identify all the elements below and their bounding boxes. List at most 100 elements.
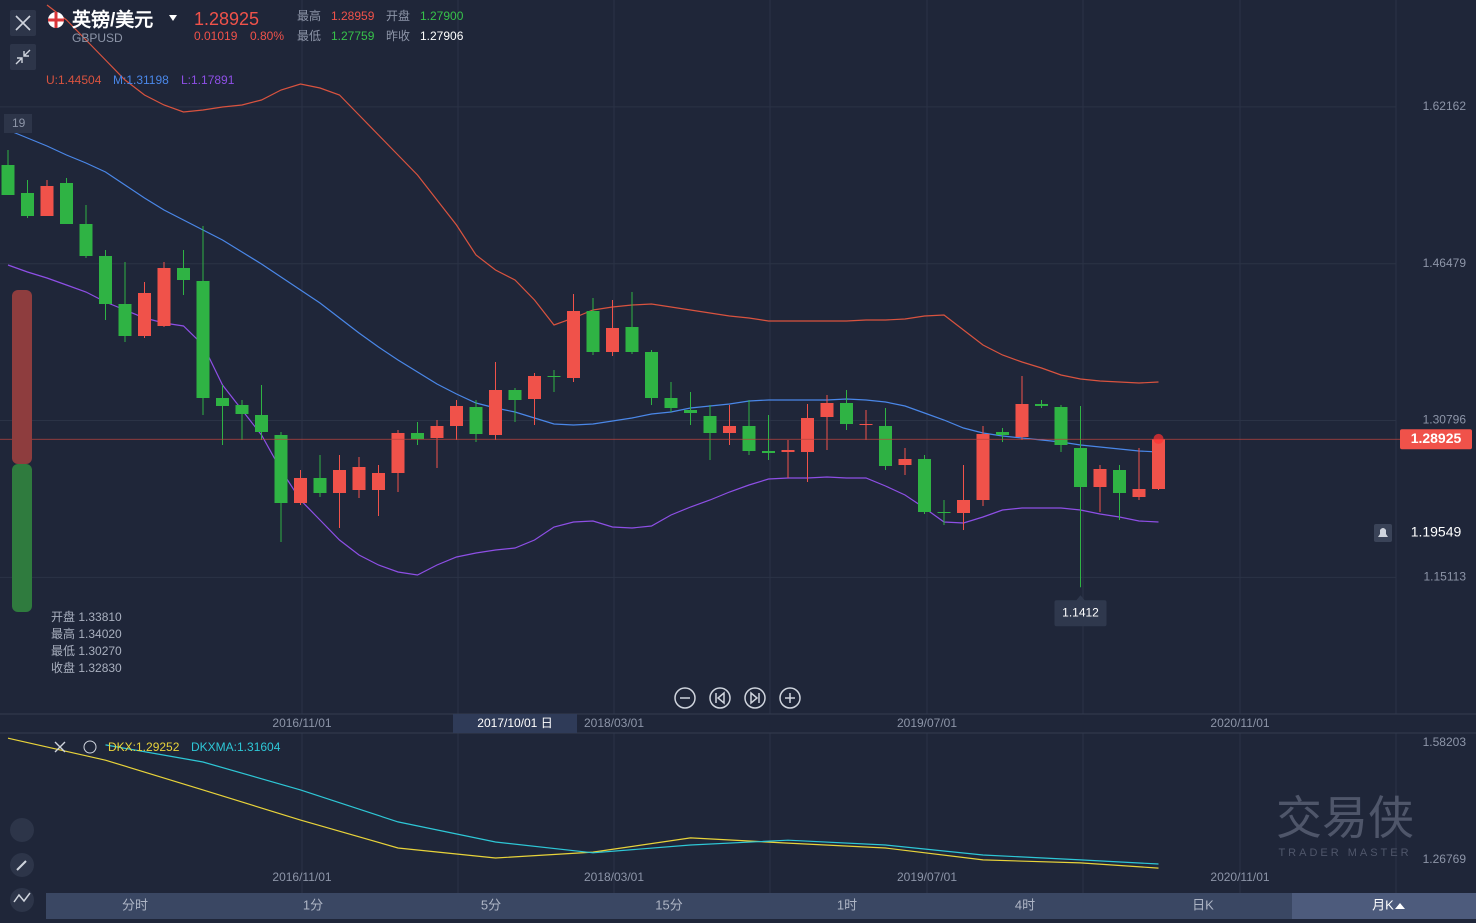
candle-body bbox=[196, 281, 210, 398]
shrink-icon bbox=[15, 49, 31, 65]
side-tag-box bbox=[4, 114, 32, 133]
change-pct: 0.80% bbox=[250, 29, 284, 43]
flag-cross bbox=[48, 12, 64, 28]
indicator-close[interactable] bbox=[54, 741, 66, 753]
dropdown-arrow[interactable] bbox=[169, 15, 177, 21]
timeframe-tab[interactable]: 1时 bbox=[837, 897, 857, 912]
candle-body bbox=[157, 268, 171, 326]
candle-body bbox=[703, 416, 717, 433]
grid bbox=[0, 0, 1397, 893]
y-tick-label: 1.62162 bbox=[1423, 99, 1467, 113]
timeframe-tab[interactable]: 分时 bbox=[122, 897, 148, 912]
change: 0.01019 bbox=[194, 29, 238, 43]
shrink-button[interactable] bbox=[10, 44, 36, 70]
candle-body bbox=[489, 390, 502, 435]
active-timeframe bbox=[1292, 893, 1476, 919]
y-tick-label: 1.26769 bbox=[1423, 852, 1467, 866]
candle-body bbox=[1015, 404, 1029, 437]
indicator-legend: U:1.44504 bbox=[46, 73, 102, 87]
sentiment-down bbox=[12, 464, 32, 612]
candle-body bbox=[235, 405, 249, 414]
close-icon bbox=[15, 15, 31, 31]
icon bbox=[750, 691, 760, 705]
timeframes: 分时 1分 5分 15分 1时 4时 日K 月K bbox=[122, 897, 1405, 912]
tab-arrow bbox=[1395, 903, 1405, 909]
indicator-legend: DKX:1.29252 bbox=[108, 740, 180, 754]
candle-body bbox=[99, 256, 112, 304]
symbol-name: 英镑/美元 bbox=[72, 8, 153, 31]
side-tag: 19 bbox=[12, 116, 26, 130]
candle-body bbox=[1093, 469, 1107, 487]
indicator-settings[interactable] bbox=[83, 740, 97, 754]
candle-body bbox=[840, 403, 853, 424]
candle-body bbox=[567, 311, 580, 378]
candle-body bbox=[333, 470, 346, 493]
tool-button[interactable] bbox=[10, 818, 34, 842]
x-label: 2016/11/01 bbox=[272, 870, 331, 884]
plot bbox=[0, 4, 1400, 869]
info-line: 开盘 1.33810 bbox=[51, 609, 122, 624]
timeframe-tab[interactable]: 1分 bbox=[303, 897, 323, 912]
timeframe-tab[interactable]: 5分 bbox=[481, 897, 501, 912]
timeframe-tab[interactable]: 日K bbox=[1192, 897, 1214, 912]
indicator-legend: L:1.17891 bbox=[181, 73, 235, 87]
tool-button[interactable] bbox=[10, 888, 34, 912]
crosshair-date: 2017/10/01 日 bbox=[477, 716, 552, 730]
candle-body bbox=[216, 398, 229, 406]
x-label: 2016/11/01 bbox=[272, 716, 331, 730]
candle-body bbox=[801, 418, 814, 452]
zoom-in[interactable] bbox=[779, 687, 801, 709]
candle-body bbox=[781, 450, 795, 452]
indicator-line bbox=[105, 744, 1159, 865]
info-line: 最低 1.30270 bbox=[51, 644, 122, 658]
candle-body bbox=[372, 473, 385, 490]
bell-icon bbox=[1378, 528, 1388, 538]
ui: 英镑/美元 GBPUSD 1.28925 0.01019 0.80% 最高 1.… bbox=[0, 8, 1476, 919]
zoom-controls bbox=[674, 687, 801, 709]
timeframe-tab[interactable]: 月K bbox=[1372, 897, 1394, 912]
candle-body bbox=[606, 328, 619, 352]
candle-body bbox=[684, 410, 697, 413]
candle-body bbox=[274, 435, 288, 503]
indicator-legend: DKXMA:1.31604 bbox=[191, 740, 281, 754]
timeframe-tab[interactable]: 15分 bbox=[655, 897, 682, 912]
candle-body bbox=[118, 304, 132, 336]
candle-body bbox=[547, 376, 561, 377]
indicator-line bbox=[7, 129, 1159, 453]
stat-label: 最低 bbox=[297, 29, 321, 43]
rewind[interactable] bbox=[709, 687, 731, 709]
candle-body bbox=[762, 451, 775, 453]
candle-body bbox=[450, 406, 463, 426]
watermark-subtitle: TRADER MASTER bbox=[1278, 847, 1411, 859]
candle-body bbox=[1054, 407, 1068, 445]
candle-body bbox=[313, 478, 327, 493]
candle-body bbox=[411, 433, 424, 439]
indicator-line bbox=[46, 4, 1159, 384]
candle-body bbox=[1074, 448, 1087, 487]
candle-body bbox=[859, 424, 873, 425]
low-label: 1.1412 bbox=[1062, 605, 1099, 619]
zoom-out[interactable] bbox=[674, 687, 696, 709]
candle-body bbox=[60, 183, 73, 224]
forward[interactable] bbox=[744, 687, 766, 709]
candle-body bbox=[976, 434, 990, 500]
x-label: 2019/07/01 bbox=[897, 870, 957, 884]
candle-body bbox=[996, 432, 1009, 435]
candle-body bbox=[79, 224, 93, 256]
candle-body bbox=[528, 376, 541, 399]
timeframe-tab[interactable]: 4时 bbox=[1015, 897, 1035, 912]
price-tag-box bbox=[1400, 429, 1472, 450]
line-icon bbox=[13, 892, 31, 903]
pen-icon bbox=[16, 860, 27, 871]
stat-label: 开盘 bbox=[386, 8, 410, 23]
candle-body bbox=[742, 426, 756, 451]
info-line: 收盘 1.32830 bbox=[51, 660, 122, 675]
symbol-code: GBPUSD bbox=[72, 31, 123, 45]
x-label: 2020/11/01 bbox=[1210, 716, 1269, 730]
last-price: 1.28925 bbox=[194, 9, 259, 29]
candle-body bbox=[508, 390, 522, 400]
low-pointer bbox=[1075, 595, 1086, 602]
y-tick-label: 1.58203 bbox=[1423, 735, 1467, 749]
